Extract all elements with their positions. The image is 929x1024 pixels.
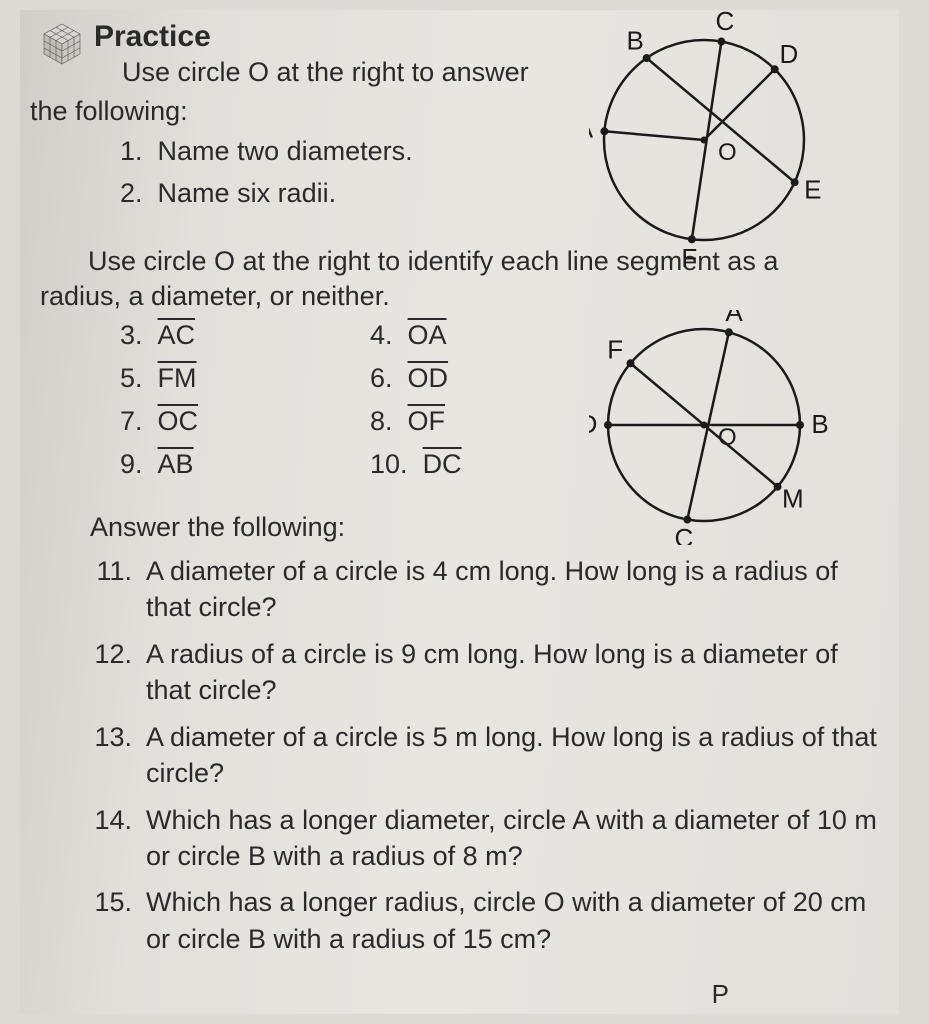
item-text: Name two diameters. [158, 136, 413, 166]
svg-text:C: C [674, 523, 693, 545]
svg-text:E: E [804, 175, 821, 205]
svg-text:C: C [715, 10, 734, 36]
grid-item: 8. OF [370, 406, 570, 437]
section1-intro-line1: Use circle O at the right to answer [94, 54, 529, 90]
svg-text:O: O [718, 424, 737, 451]
question-row: 11. A diameter of a circle is 4 cm long.… [88, 553, 879, 626]
grid-item: 10. DC [370, 449, 570, 480]
grid-item: 7. OC [120, 406, 370, 437]
svg-text:D: D [589, 409, 597, 439]
circle-figure-1: A B C D E F O [589, 10, 839, 275]
question-text: A diameter of a circle is 4 cm long. How… [146, 553, 879, 626]
item-text: Name six radii. [158, 178, 337, 208]
question-row: 15. Which has a longer radius, circle O … [88, 884, 879, 957]
grid-item: 9. AB [120, 449, 370, 480]
svg-text:B: B [626, 26, 643, 56]
svg-text:F: F [681, 243, 697, 270]
svg-text:D: D [779, 39, 798, 69]
section2-intro-line2: radius, a diameter, or neither. [40, 281, 879, 312]
cube-icon [40, 22, 84, 71]
trailing-p-label: P [712, 979, 729, 1010]
svg-text:A: A [725, 310, 743, 327]
question-text: A radius of a circle is 9 cm long. How l… [146, 636, 879, 709]
item-number: 1. [120, 136, 143, 166]
item-number: 2. [120, 178, 143, 208]
svg-text:M: M [782, 484, 804, 514]
grid-item: 4. OA [370, 320, 570, 351]
question-number: 13. [88, 719, 146, 792]
grid-item: 5. FM [120, 363, 370, 394]
question-text: Which has a longer diameter, circle A wi… [146, 802, 879, 875]
question-number: 14. [88, 802, 146, 875]
question-row: 13. A diameter of a circle is 5 m long. … [88, 719, 879, 792]
svg-text:B: B [811, 409, 828, 439]
grid-item: 3. AC [120, 320, 370, 351]
question-number: 11. [88, 553, 146, 626]
svg-text:F: F [607, 334, 623, 364]
question-text: A diameter of a circle is 5 m long. How … [146, 719, 879, 792]
worksheet-page: Practice Use circle O at the right to an… [20, 10, 899, 1014]
grid-item: 6. OD [370, 363, 570, 394]
svg-text:O: O [718, 139, 737, 166]
svg-text:A: A [589, 114, 594, 144]
question-row: 14. Which has a longer diameter, circle … [88, 802, 879, 875]
question-row: 12. A radius of a circle is 9 cm long. H… [88, 636, 879, 709]
circle-figure-2: A B C D F M O [589, 310, 829, 550]
question-number: 12. [88, 636, 146, 709]
practice-title: Practice [94, 20, 529, 54]
question-number: 15. [88, 884, 146, 957]
question-text: Which has a longer radius, circle O with… [146, 884, 879, 957]
